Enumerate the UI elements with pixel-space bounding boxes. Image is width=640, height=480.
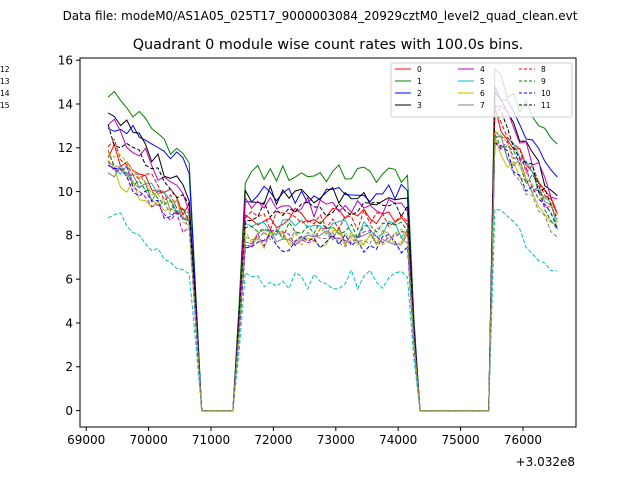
- x-offset-label: +3.032e8: [516, 455, 575, 469]
- x-axis: 69000 70000 71000 72000 73000 74000 75000 76000: [67, 427, 542, 447]
- y-tick-label: 6: [65, 272, 73, 286]
- legend-label-3: 3: [417, 101, 422, 110]
- legend-label-13: 13: [0, 77, 10, 86]
- y-tick-label: 14: [58, 97, 73, 111]
- legend-label-12: 12: [0, 65, 10, 74]
- x-tick-label: 76000: [504, 433, 542, 447]
- legend-label-10: 10: [541, 89, 551, 98]
- series-line-14: [107, 130, 558, 412]
- axes-frame: [79, 57, 577, 428]
- legend-label-11: 11: [541, 101, 551, 110]
- legend-label-5: 5: [480, 77, 485, 86]
- x-tick-label: 74000: [379, 433, 417, 447]
- y-tick-label: 10: [58, 185, 73, 199]
- series-line-9: [107, 133, 558, 412]
- x-tick-label: 73000: [317, 433, 355, 447]
- y-tick-label: 8: [65, 229, 73, 243]
- legend-label-15: 15: [0, 101, 10, 110]
- x-tick-label: 75000: [441, 433, 479, 447]
- legend-label-1: 1: [417, 77, 422, 86]
- x-tick-label: 71000: [192, 433, 230, 447]
- legend-label-9: 9: [541, 77, 546, 86]
- legend-label-2: 2: [417, 89, 422, 98]
- legend-box: [390, 62, 573, 118]
- plot-lines: [107, 67, 558, 412]
- y-tick-label: 12: [58, 141, 73, 155]
- y-tick-label: 2: [65, 360, 73, 374]
- suptitle: Data file: modeM0/AS1A05_025T17_90000030…: [63, 9, 578, 23]
- y-axis: 0 2 4 6 8 10 12 14 16: [58, 53, 80, 418]
- legend-label-4: 4: [480, 65, 485, 74]
- series-line-15: [107, 135, 558, 412]
- legend-label-7: 7: [480, 101, 485, 110]
- series-line-8: [107, 109, 558, 412]
- y-tick-label: 16: [58, 53, 73, 67]
- legend-label-0: 0: [417, 65, 422, 74]
- y-tick-label: 4: [65, 316, 73, 330]
- x-tick-label: 69000: [67, 433, 105, 447]
- x-tick-label: 70000: [130, 433, 168, 447]
- legend-label-14: 14: [0, 89, 10, 98]
- legend-label-8: 8: [541, 65, 546, 74]
- x-tick-label: 72000: [254, 433, 292, 447]
- chart-title: Quadrant 0 module wise count rates with …: [133, 37, 524, 53]
- y-tick-label: 0: [65, 404, 73, 418]
- legend-label-6: 6: [480, 89, 485, 98]
